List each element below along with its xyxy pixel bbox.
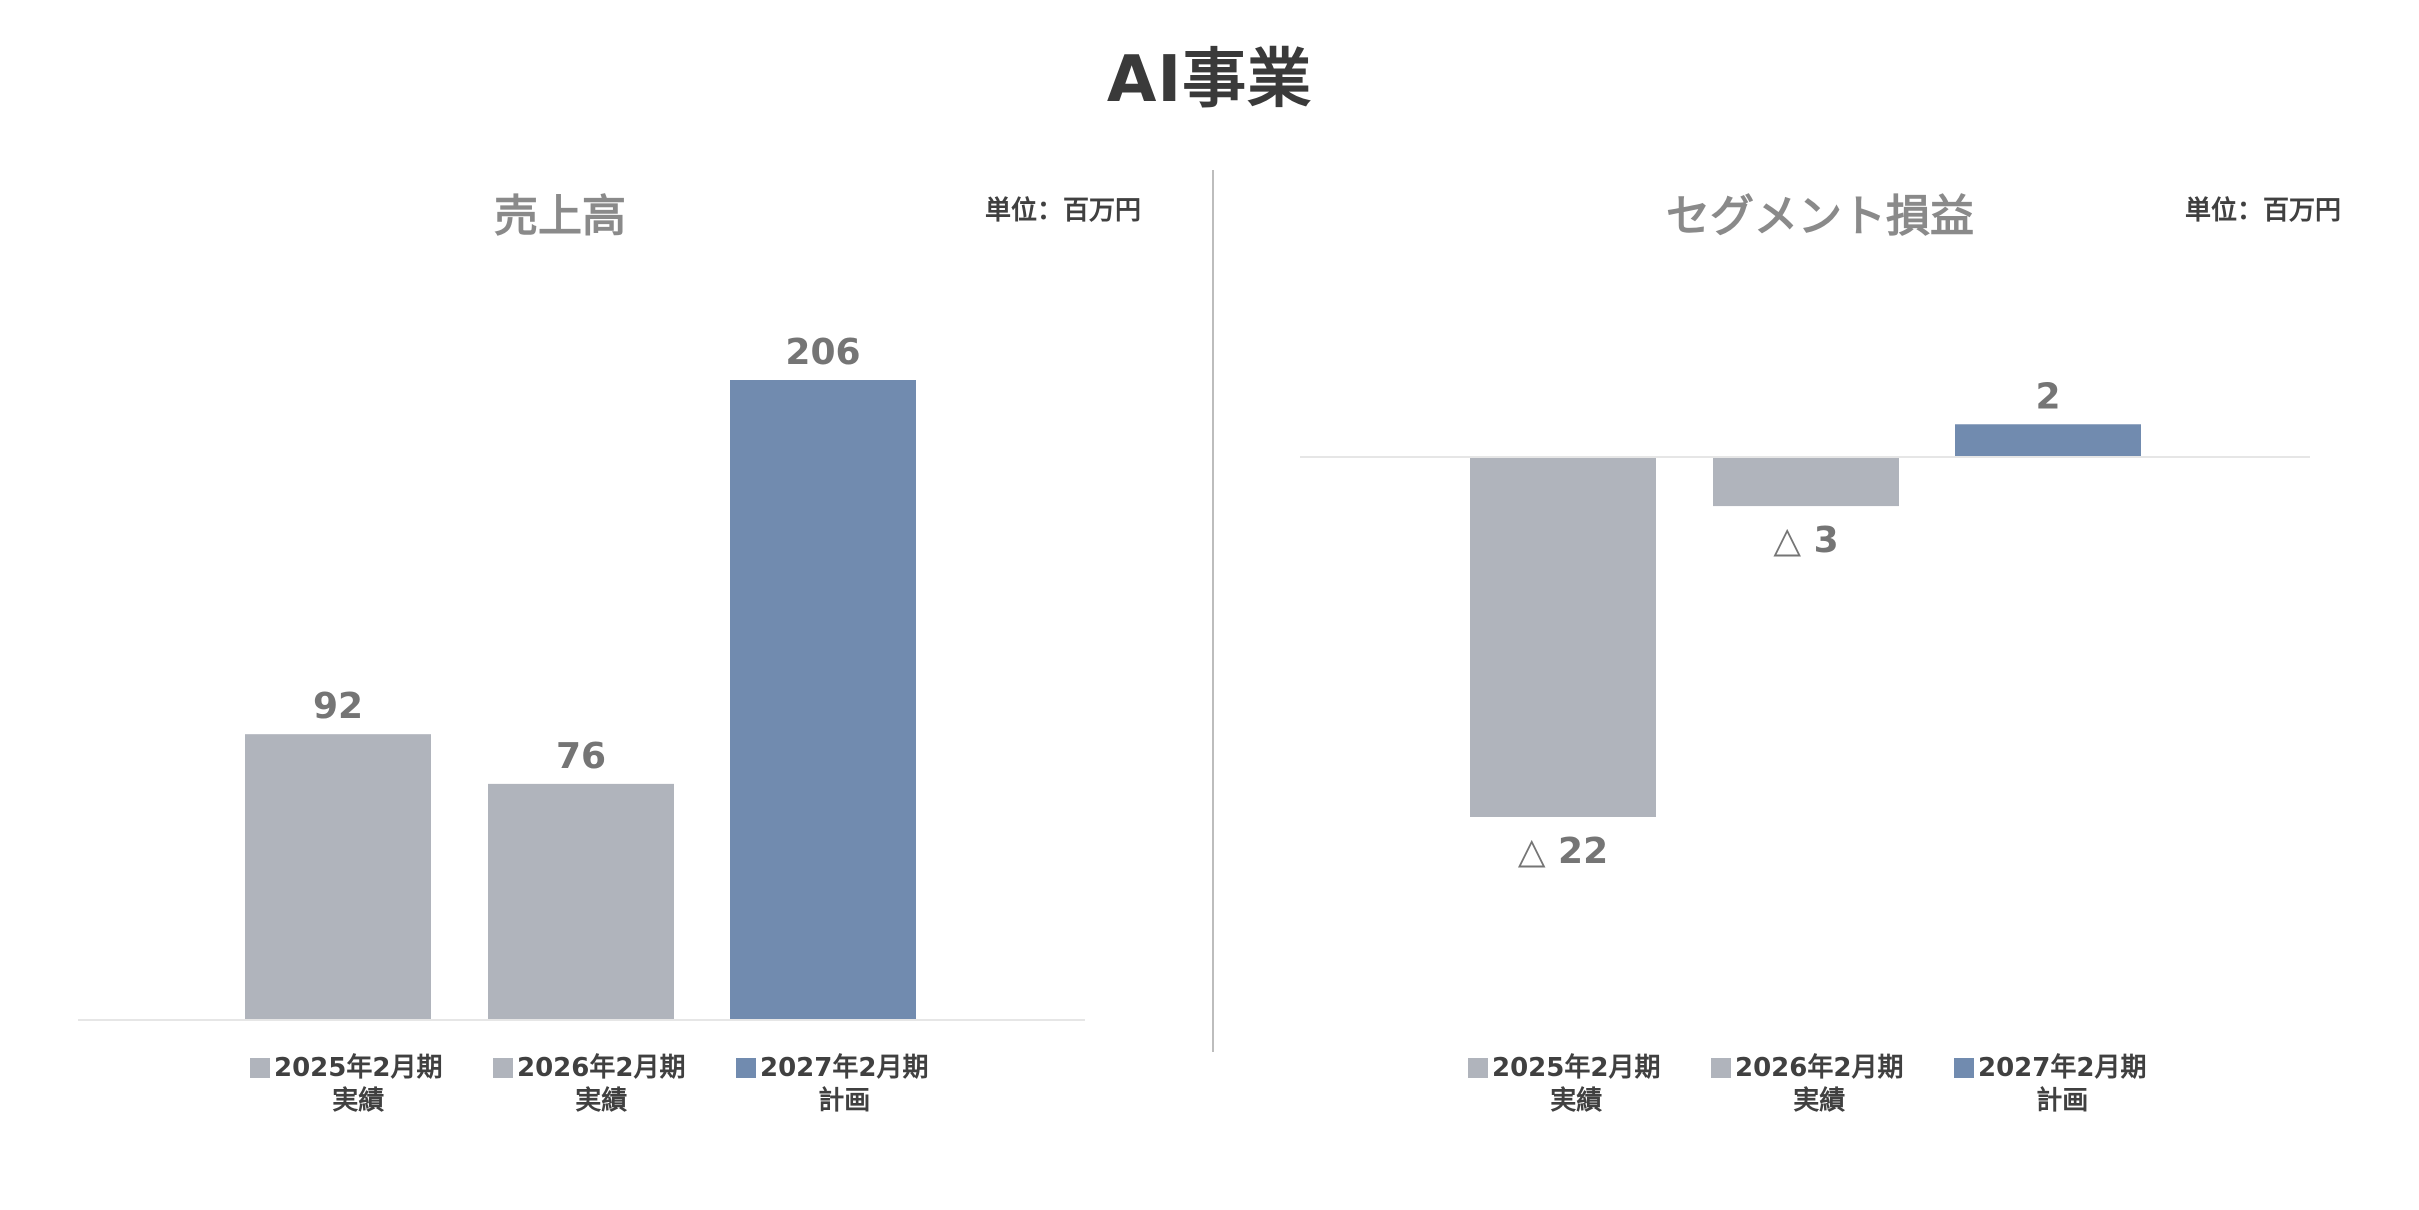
- sales-chart-panel: 売上高 単位：百万円 92 76 206 2025年2月期 実績 2026年2月期 実績 2…: [78, 191, 1142, 1118]
- bar-3: [730, 380, 916, 1020]
- legend-item: 2027年2月期 計画: [1954, 1052, 2197, 1118]
- data-label-3: 2: [2035, 376, 2060, 417]
- chart-title: 売上高: [494, 191, 626, 242]
- legend-label: 2025年2月期 実績: [1492, 1052, 1660, 1118]
- data-label-1: 92: [313, 686, 363, 727]
- legend-swatch: [1954, 1058, 1974, 1078]
- legend-label-period: 2025年2月期: [274, 1053, 443, 1083]
- bar-2: [488, 783, 674, 1020]
- legend-swatch: [250, 1058, 270, 1078]
- legend-swatch: [1711, 1058, 1731, 1078]
- data-label-3: 206: [785, 332, 860, 373]
- legend-label-period: 2026年2月期: [1735, 1053, 1904, 1083]
- legend-item: 2026年2月期 実績: [493, 1052, 736, 1118]
- legend-label-kind: 計画: [818, 1086, 871, 1116]
- segment-profit-bar-chart: △ 22 △ 3 2: [1300, 376, 2310, 872]
- legend-item: 2027年2月期 計画: [736, 1052, 979, 1118]
- bar-1: [1470, 457, 1656, 817]
- data-label-2: 76: [556, 736, 606, 777]
- legend-label-kind: 計画: [2036, 1086, 2089, 1116]
- legend-label-kind: 実績: [1793, 1086, 1846, 1116]
- data-label-2: △ 3: [1773, 520, 1838, 561]
- bar-1: [245, 734, 431, 1020]
- legend-label-period: 2027年2月期: [1978, 1053, 2147, 1083]
- chart-legend: 2025年2月期 実績 2026年2月期 実績 2027年2月期 計画: [1468, 1052, 2197, 1118]
- legend-item: 2026年2月期 実績: [1711, 1052, 1954, 1118]
- bar-2: [1713, 457, 1899, 507]
- legend-swatch: [736, 1058, 756, 1078]
- legend-label-kind: 実績: [575, 1086, 628, 1116]
- legend-label: 2026年2月期 実績: [1735, 1052, 1903, 1118]
- legend-label-kind: 実績: [1550, 1086, 1603, 1116]
- legend-swatch: [1468, 1058, 1488, 1078]
- legend-label-period: 2025年2月期: [1492, 1053, 1661, 1083]
- panel-divider: [1212, 170, 1214, 1052]
- sales-bar-chart: 92 76 206: [78, 332, 1085, 1021]
- unit-label: 単位：百万円: [985, 196, 1142, 226]
- legend-item: 2025年2月期 実績: [1468, 1052, 1711, 1118]
- legend-label-period: 2026年2月期: [517, 1053, 686, 1083]
- data-label-1: △ 22: [1518, 831, 1608, 872]
- chart-title: セグメント損益: [1666, 191, 1974, 242]
- page-title: AI事業: [1106, 43, 1313, 117]
- legend-item: 2025年2月期 実績: [250, 1052, 493, 1118]
- legend-label-kind: 実績: [332, 1086, 385, 1116]
- legend-swatch: [493, 1058, 513, 1078]
- bar-3: [1955, 424, 2141, 457]
- legend-label: 2026年2月期 実績: [517, 1052, 685, 1118]
- legend-label: 2025年2月期 実績: [274, 1052, 442, 1118]
- legend-label: 2027年2月期 計画: [1978, 1052, 2146, 1118]
- legend-label: 2027年2月期 計画: [760, 1052, 928, 1118]
- unit-label: 単位：百万円: [2185, 196, 2342, 226]
- legend-label-period: 2027年2月期: [760, 1053, 929, 1083]
- chart-legend: 2025年2月期 実績 2026年2月期 実績 2027年2月期 計画: [250, 1052, 979, 1118]
